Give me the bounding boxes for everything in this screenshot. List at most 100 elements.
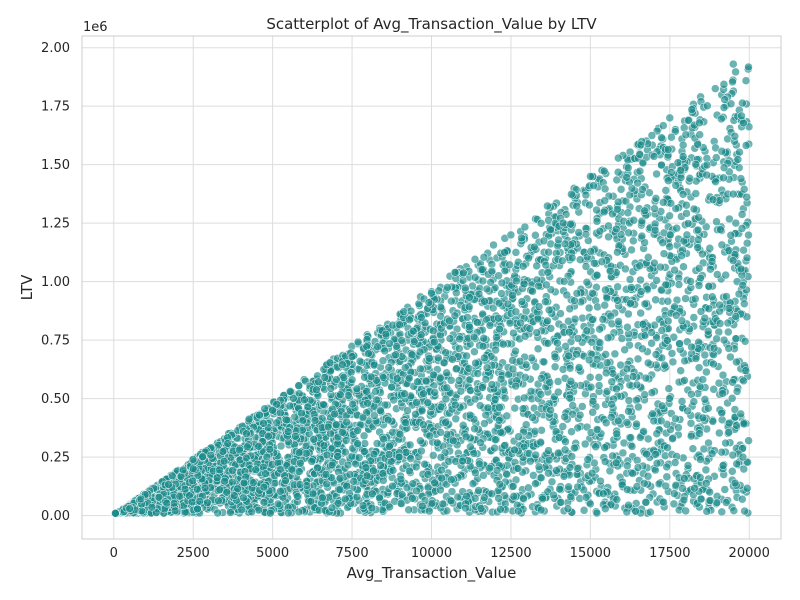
scatter-point bbox=[604, 221, 613, 231]
scatter-point bbox=[461, 432, 471, 442]
scatter-point bbox=[303, 402, 313, 412]
scatter-point bbox=[719, 80, 729, 89]
scatter-point bbox=[686, 419, 696, 428]
scatter-point bbox=[731, 312, 740, 321]
scatter-point bbox=[727, 394, 737, 403]
scatter-point bbox=[649, 416, 659, 426]
scatter-point bbox=[717, 147, 727, 156]
scatter-point bbox=[244, 414, 254, 424]
scatter-point bbox=[511, 248, 521, 257]
scatter-point bbox=[511, 381, 520, 391]
scatter-point bbox=[646, 507, 655, 517]
scatter-point bbox=[378, 469, 388, 478]
scatter-point bbox=[616, 230, 626, 239]
scatter-point bbox=[586, 247, 596, 256]
scatter-point bbox=[631, 506, 640, 516]
scatter-point bbox=[369, 466, 378, 476]
scatter-point bbox=[636, 140, 646, 150]
scatter-point bbox=[470, 394, 480, 404]
scatter-point bbox=[345, 470, 355, 479]
scatter-point bbox=[694, 235, 703, 244]
scatter-point bbox=[465, 293, 474, 302]
scatter-point bbox=[735, 147, 744, 157]
scatter-point bbox=[470, 494, 480, 503]
scatter-point bbox=[553, 338, 562, 348]
scatter-point bbox=[565, 304, 575, 314]
scatter-point bbox=[517, 297, 527, 306]
scatter-point bbox=[677, 251, 686, 260]
scatter-point bbox=[348, 399, 357, 409]
scatter-point bbox=[297, 409, 306, 418]
scatter-point bbox=[381, 329, 391, 339]
scatter-point bbox=[306, 497, 316, 506]
scatter-point bbox=[408, 494, 417, 503]
scatter-point bbox=[547, 477, 557, 487]
scatter-point bbox=[661, 280, 671, 290]
scatter-point bbox=[699, 444, 709, 454]
scatter-point bbox=[448, 355, 457, 364]
scatter-point bbox=[511, 307, 521, 317]
scatter-point bbox=[677, 397, 687, 406]
scatter-point bbox=[405, 440, 415, 450]
scatter-point bbox=[668, 434, 677, 443]
scatter-point bbox=[474, 289, 484, 299]
scatter-point bbox=[629, 236, 638, 246]
scatter-point bbox=[659, 497, 668, 507]
scatter-point bbox=[497, 289, 506, 298]
scatter-point bbox=[461, 503, 470, 513]
scatter-point bbox=[408, 326, 418, 336]
scatter-point bbox=[180, 484, 190, 494]
scatter-point bbox=[744, 62, 753, 72]
scatter-point bbox=[284, 508, 293, 518]
scatter-point bbox=[604, 232, 613, 242]
scatter-point bbox=[563, 504, 573, 513]
scatter-point bbox=[682, 230, 692, 240]
scatter-point bbox=[473, 369, 483, 378]
scatter-point bbox=[613, 167, 623, 177]
scatter-point bbox=[418, 501, 427, 511]
scatter-point bbox=[333, 499, 343, 508]
scatter-point bbox=[471, 468, 480, 478]
scatter-point bbox=[608, 451, 617, 461]
scatter-point bbox=[436, 485, 445, 495]
scatter-point bbox=[478, 276, 488, 286]
scatter-point bbox=[690, 483, 699, 493]
scatter-point bbox=[468, 281, 477, 291]
scatter-point bbox=[663, 145, 673, 154]
scatter-point bbox=[614, 317, 623, 326]
scatter-point bbox=[612, 429, 621, 439]
scatter-point bbox=[687, 390, 696, 399]
scatter-point bbox=[596, 476, 605, 486]
scatter-point bbox=[694, 281, 704, 290]
scatter-point bbox=[731, 218, 741, 228]
scatter-point bbox=[364, 349, 373, 358]
scatter-point bbox=[531, 479, 540, 488]
scatter-point bbox=[683, 461, 693, 470]
scatter-point bbox=[476, 504, 486, 513]
scatter-point bbox=[648, 409, 657, 419]
scatter-point bbox=[650, 204, 659, 213]
scatter-point bbox=[391, 350, 400, 360]
scatter-point bbox=[663, 297, 673, 306]
scatter-point bbox=[439, 358, 449, 368]
scatter-point bbox=[338, 428, 347, 437]
scatter-point bbox=[656, 262, 665, 272]
scatter-point bbox=[428, 326, 438, 336]
scatter-point bbox=[430, 337, 439, 347]
scatter-point bbox=[614, 153, 623, 163]
scatter-point bbox=[518, 261, 528, 271]
scatter-point bbox=[441, 394, 451, 404]
scatter-point bbox=[430, 388, 439, 397]
scatter-point bbox=[469, 332, 479, 342]
scatter-point bbox=[289, 394, 298, 403]
scatter-point bbox=[508, 364, 518, 374]
scatter-point bbox=[741, 366, 751, 375]
scatter-point bbox=[591, 442, 600, 451]
scatter-point bbox=[695, 473, 705, 482]
scatter-point bbox=[332, 375, 341, 384]
scatter-point bbox=[228, 466, 237, 475]
scatter-point bbox=[590, 259, 599, 268]
scatter-point bbox=[726, 352, 735, 362]
scatter-point bbox=[711, 177, 720, 186]
scatter-point bbox=[602, 387, 612, 396]
